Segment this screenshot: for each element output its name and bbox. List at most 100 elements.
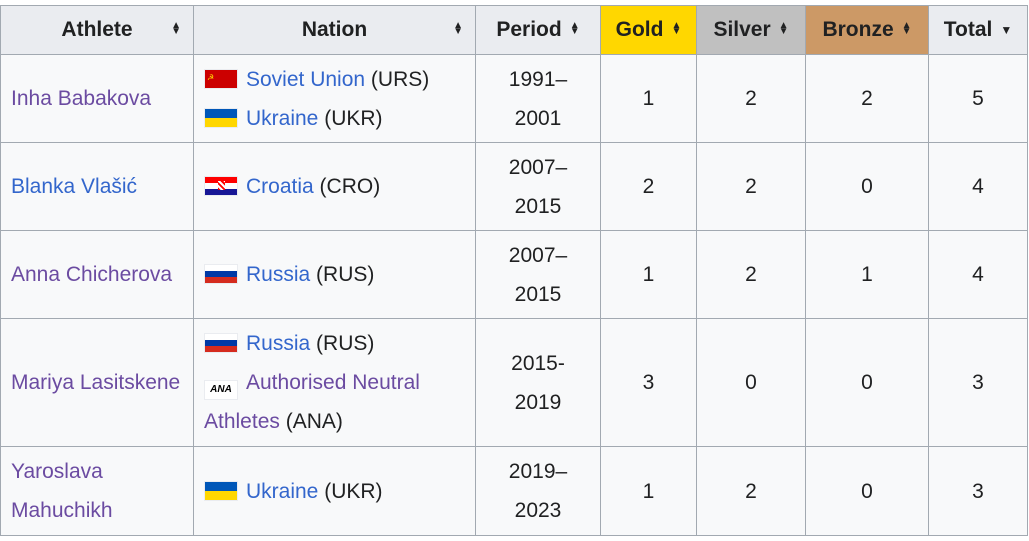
- flag-rus-icon: [204, 333, 238, 353]
- athlete-link[interactable]: Blanka Vlašić: [11, 175, 138, 198]
- gold-cell: 2: [600, 142, 697, 231]
- column-header-label: Total: [943, 18, 993, 41]
- table-row: Anna Chicherova Russia (RUS) 2007– 2015 1…: [0, 230, 1028, 319]
- period-start: 1991–: [508, 67, 568, 91]
- athlete-cell: Inha Babakova: [0, 54, 194, 143]
- nation-code: (UKR): [324, 479, 383, 503]
- athlete-cell: Mariya Lasitskene: [0, 318, 194, 447]
- gold-cell: 1: [600, 230, 697, 319]
- bronze-cell: 0: [805, 142, 929, 231]
- total-cell: 3: [928, 318, 1028, 447]
- athlete-cell: Blanka Vlašić: [0, 142, 194, 231]
- nation-cell: Ukraine (UKR): [193, 446, 476, 536]
- column-header-bronze[interactable]: Bronze ▲ ▼: [805, 5, 929, 55]
- total-cell: 4: [928, 230, 1028, 319]
- nation-code: (ANA): [285, 410, 343, 433]
- gold-cell: 1: [600, 446, 697, 536]
- period-cell: 2019– 2023: [475, 446, 601, 536]
- column-header-period[interactable]: Period ▲ ▼: [475, 5, 601, 55]
- sort-descending-icon[interactable]: ▼: [1000, 23, 1013, 38]
- athlete-link[interactable]: Inha Babakova: [11, 87, 152, 110]
- medal-table: Athlete ▲ ▼ Nation ▲ ▼ Period ▲ ▼ Gold ▲ ▼ Silver ▲ ▼ B…: [0, 5, 1028, 536]
- nation-entry: Croatia (CRO): [204, 167, 465, 206]
- gold-cell: 1: [600, 54, 697, 143]
- nation-code: (CRO): [319, 175, 381, 198]
- nation-entry: Soviet Union (URS): [204, 58, 465, 99]
- period-start: 2007–: [508, 243, 568, 267]
- silver-cell: 0: [696, 318, 806, 447]
- column-header-label: Bronze: [822, 18, 894, 41]
- nation-entry: Russia (RUS): [204, 324, 465, 363]
- period-start: 2019–: [508, 460, 568, 483]
- column-header-nation[interactable]: Nation ▲ ▼: [193, 5, 476, 55]
- nation-cell: Russia (RUS): [193, 230, 476, 319]
- nation-link[interactable]: Soviet Union: [246, 67, 366, 91]
- period-cell: 1991– 2001: [475, 54, 601, 143]
- sort-icon[interactable]: ▲ ▼: [901, 20, 912, 38]
- athlete-cell: Yaroslava Mahuchikh: [0, 446, 194, 536]
- table-row: Yaroslava Mahuchikh Ukraine (UKR) 2019– 2…: [0, 446, 1028, 536]
- column-header-athlete[interactable]: Athlete ▲ ▼: [0, 5, 194, 55]
- nation-code: (RUS): [316, 263, 375, 286]
- total-cell: 3: [928, 446, 1028, 536]
- column-header-silver[interactable]: Silver ▲ ▼: [696, 5, 806, 55]
- table-row: Mariya Lasitskene Russia (RUS) ANA Authori…: [0, 318, 1028, 447]
- flag-urs-icon: [204, 58, 238, 97]
- period-end: 2015: [514, 282, 562, 306]
- column-header-label: Nation: [301, 18, 368, 41]
- bronze-cell: 1: [805, 230, 929, 319]
- period-start: 2015-: [511, 351, 565, 375]
- flag-rus-icon: [204, 264, 238, 284]
- period-cell: 2007– 2015: [475, 142, 601, 231]
- nation-code: (UKR): [324, 106, 383, 130]
- period-start: 2007–: [508, 155, 568, 179]
- athlete-link[interactable]: Yaroslava Mahuchikh: [11, 460, 113, 522]
- nation-link[interactable]: Russia: [246, 332, 311, 355]
- nation-link[interactable]: Croatia: [246, 175, 314, 198]
- flag-ukr-icon: [204, 107, 238, 128]
- total-cell: 5: [928, 54, 1028, 143]
- sort-icon[interactable]: ▲ ▼: [171, 20, 181, 37]
- flag-ana-icon: ANA: [204, 380, 238, 400]
- nation-entry: Russia (RUS): [204, 255, 465, 294]
- athlete-link[interactable]: Anna Chicherova: [11, 263, 173, 286]
- silver-cell: 2: [696, 142, 806, 231]
- sort-icon[interactable]: ▲ ▼: [778, 20, 789, 38]
- athlete-link[interactable]: Mariya Lasitskene: [11, 371, 181, 394]
- sort-icon[interactable]: ▲ ▼: [453, 20, 463, 37]
- nation-code: (URS): [370, 67, 430, 91]
- column-header-total[interactable]: Total ▼: [928, 5, 1028, 55]
- total-cell: 4: [928, 142, 1028, 231]
- period-end: 2023: [514, 499, 562, 522]
- nation-link[interactable]: Authorised Neutral Athletes: [204, 371, 420, 433]
- period-end: 2015: [514, 194, 562, 218]
- nation-entry: Ukraine (UKR): [204, 472, 465, 511]
- bronze-cell: 2: [805, 54, 929, 143]
- flag-ukr-icon: [204, 480, 238, 501]
- table-row: Inha Babakova Soviet Union (URS)Ukraine …: [0, 54, 1028, 143]
- sort-icon[interactable]: ▲ ▼: [671, 20, 682, 38]
- nation-entry: Ukraine (UKR): [204, 99, 465, 138]
- gold-cell: 3: [600, 318, 697, 447]
- flag-cro-icon: [204, 176, 238, 196]
- bronze-cell: 0: [805, 318, 929, 447]
- bronze-cell: 0: [805, 446, 929, 536]
- column-header-label: Period: [496, 18, 562, 41]
- column-header-gold[interactable]: Gold ▲ ▼: [600, 5, 697, 55]
- nation-entry: ANA Authorised Neutral Athletes (ANA): [204, 363, 465, 441]
- sort-icon[interactable]: ▲ ▼: [569, 20, 580, 38]
- athlete-cell: Anna Chicherova: [0, 230, 194, 319]
- nation-link[interactable]: Russia: [246, 263, 311, 286]
- column-header-label: Athlete: [61, 18, 133, 41]
- period-end: 2019: [514, 390, 562, 414]
- column-header-label: Gold: [615, 18, 664, 41]
- nation-code: (RUS): [316, 332, 375, 355]
- nation-link[interactable]: Ukraine: [246, 106, 319, 130]
- period-cell: 2007– 2015: [475, 230, 601, 319]
- period-end: 2001: [514, 106, 562, 130]
- nation-cell: Russia (RUS) ANA Authorised Neutral Athlet…: [193, 318, 476, 447]
- nation-link[interactable]: Ukraine: [246, 479, 319, 503]
- period-cell: 2015- 2019: [475, 318, 601, 447]
- nation-cell: Soviet Union (URS)Ukraine (UKR): [193, 54, 476, 143]
- table-row: Blanka Vlašić Croatia (CRO) 2007– 2015 2 …: [0, 142, 1028, 231]
